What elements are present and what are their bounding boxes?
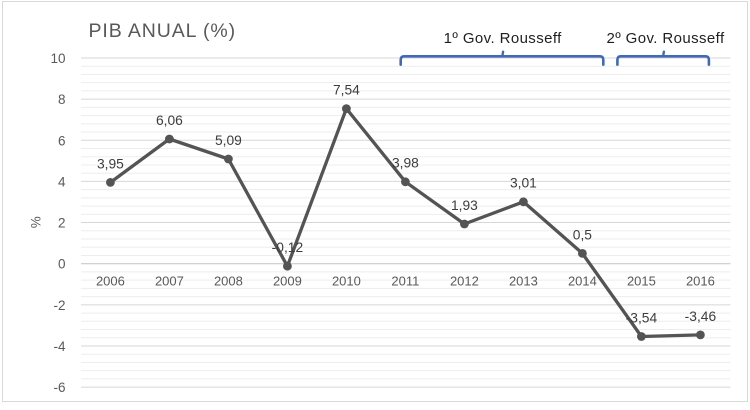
svg-text:-6: -6 — [53, 380, 65, 395]
svg-text:6,06: 6,06 — [156, 113, 183, 128]
svg-text:0,5: 0,5 — [573, 227, 593, 242]
svg-text:%: % — [28, 216, 43, 228]
svg-text:10: 10 — [50, 51, 65, 66]
svg-text:1,93: 1,93 — [451, 198, 478, 213]
svg-text:PIB ANUAL (%): PIB ANUAL (%) — [89, 20, 237, 42]
svg-text:2015: 2015 — [627, 274, 656, 289]
svg-text:-3,54: -3,54 — [626, 310, 658, 325]
svg-text:2006: 2006 — [96, 274, 125, 289]
svg-text:0: 0 — [58, 257, 66, 272]
svg-text:-3,46: -3,46 — [685, 309, 717, 324]
svg-text:2013: 2013 — [509, 274, 538, 289]
svg-text:2º Gov. Rousseff: 2º Gov. Rousseff — [606, 30, 724, 47]
svg-text:5,09: 5,09 — [215, 133, 242, 148]
svg-text:2008: 2008 — [214, 274, 243, 289]
svg-text:2016: 2016 — [686, 274, 715, 289]
svg-text:1º Gov. Rousseff: 1º Gov. Rousseff — [444, 30, 562, 47]
svg-text:-0,12: -0,12 — [272, 240, 303, 255]
svg-text:3,01: 3,01 — [510, 176, 537, 191]
svg-text:4: 4 — [58, 174, 66, 189]
svg-text:2010: 2010 — [332, 274, 361, 289]
svg-text:3,98: 3,98 — [392, 156, 419, 171]
svg-text:6: 6 — [58, 133, 66, 148]
svg-text:2: 2 — [58, 216, 66, 231]
svg-text:2014: 2014 — [568, 274, 597, 289]
svg-text:-4: -4 — [53, 339, 65, 354]
svg-text:7,54: 7,54 — [333, 83, 360, 98]
svg-text:-2: -2 — [53, 298, 65, 313]
svg-text:2011: 2011 — [391, 274, 419, 289]
svg-text:3,95: 3,95 — [97, 156, 124, 171]
svg-text:2007: 2007 — [155, 274, 184, 289]
svg-text:2009: 2009 — [273, 274, 302, 289]
svg-text:2012: 2012 — [450, 274, 479, 289]
svg-text:8: 8 — [58, 92, 66, 107]
